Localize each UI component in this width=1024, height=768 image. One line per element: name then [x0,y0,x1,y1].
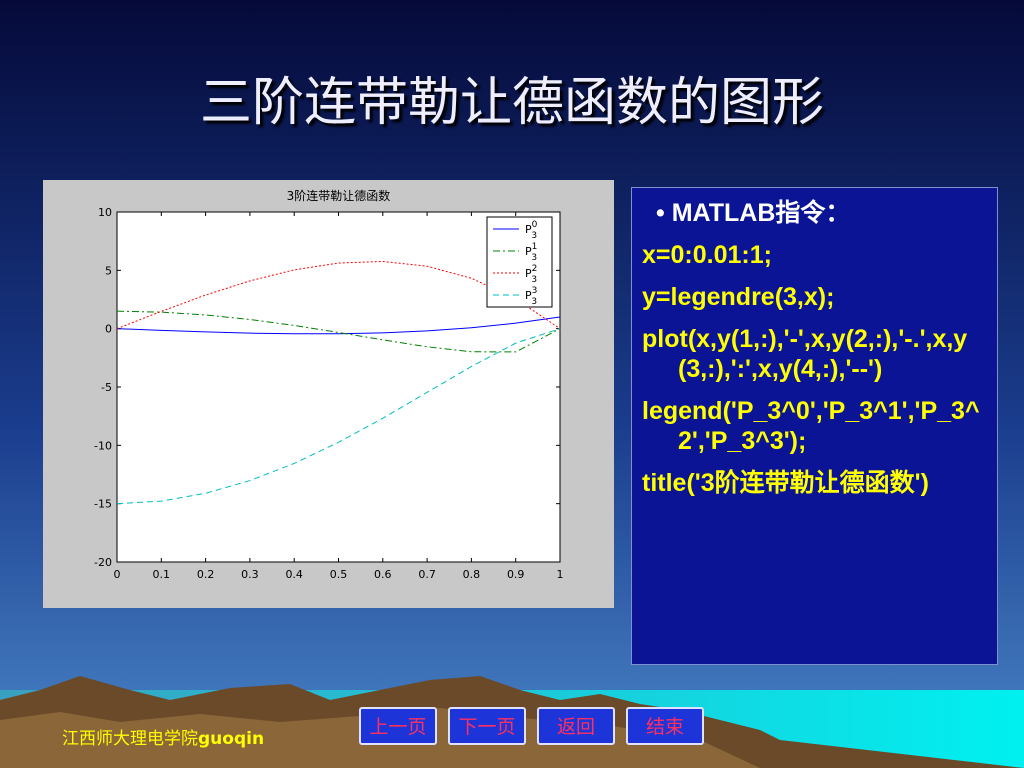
code-line: title('3阶连带勒让德函数') [642,469,929,497]
legend-sub: 3 [531,297,537,307]
code-line: x=0:0.01:1; [642,241,772,269]
code-line: y=legendre(3,x); [642,283,835,311]
y-tick-label: -10 [94,439,112,452]
legend-sub: 3 [531,253,537,263]
code-line: legend('P_3^0','P_3^1','P_3^2','P_3^3'); [642,397,980,455]
x-tick-label: 0.4 [285,568,303,581]
legend-base: P [525,267,532,280]
legend-base: P [525,245,532,258]
legend-box [486,216,553,308]
legend-sup: 1 [532,242,538,252]
x-tick-label: 0.2 [197,568,215,581]
y-tick-label: -5 [101,381,112,394]
footer: 江西师大理电学院guoqin [62,729,265,749]
x-tick-label: 0.1 [153,568,171,581]
y-tick-label: 0 [105,323,112,336]
code-panel: • MATLAB指令： x=0:0.01:1; y=legendre(3,x); p… [631,187,998,665]
x-tick-label: 1 [557,568,564,581]
legend-label: P0 3 [525,220,538,241]
nav-button[interactable]: 返回 [537,707,615,745]
legend-sup: 0 [532,220,538,230]
code-line: plot(x,y(1,:),'-',x,y(2,:),'-.',x,y(3,:)… [642,325,968,383]
x-tick-label: 0.6 [374,568,392,581]
y-tick-label: -20 [94,556,112,569]
y-tick-label: -15 [94,498,112,511]
legend-sup: 2 [532,264,538,274]
heading-text: MATLAB指令： [671,199,851,227]
legend-base: P [525,289,532,302]
x-tick-label: 0.7 [418,568,436,581]
x-tick-label: 0.9 [507,568,525,581]
legend-label: P3 3 [525,286,537,307]
series-line [116,310,561,353]
x-tick-label: 0 [114,568,121,581]
slide-title: 三阶连带勒让德函数的图形 [199,73,824,133]
legend-sub: 3 [531,231,537,241]
nav-button[interactable]: 下一页 [448,707,526,745]
code-heading: • MATLAB指令： [656,199,851,227]
nav-button[interactable]: 结束 [626,707,704,745]
x-tick-label: 0.5 [330,568,348,581]
x-tick-label: 0.8 [463,568,481,581]
legend-sub: 3 [531,275,537,285]
nav-button[interactable]: 上一页 [359,707,437,745]
legend-label: P1 3 [525,242,537,263]
y-tick-label: 5 [105,264,112,277]
series-line [116,316,561,335]
legend-base: P [525,223,532,236]
legend-sup: 3 [532,286,538,296]
chart-title: 3阶连带勒让德函数 [287,188,391,203]
plot-area [116,211,561,563]
y-tick-label: 10 [98,206,112,219]
legend-label: P2 3 [525,264,537,285]
series-line [116,328,561,505]
x-tick-label: 0.3 [241,568,259,581]
